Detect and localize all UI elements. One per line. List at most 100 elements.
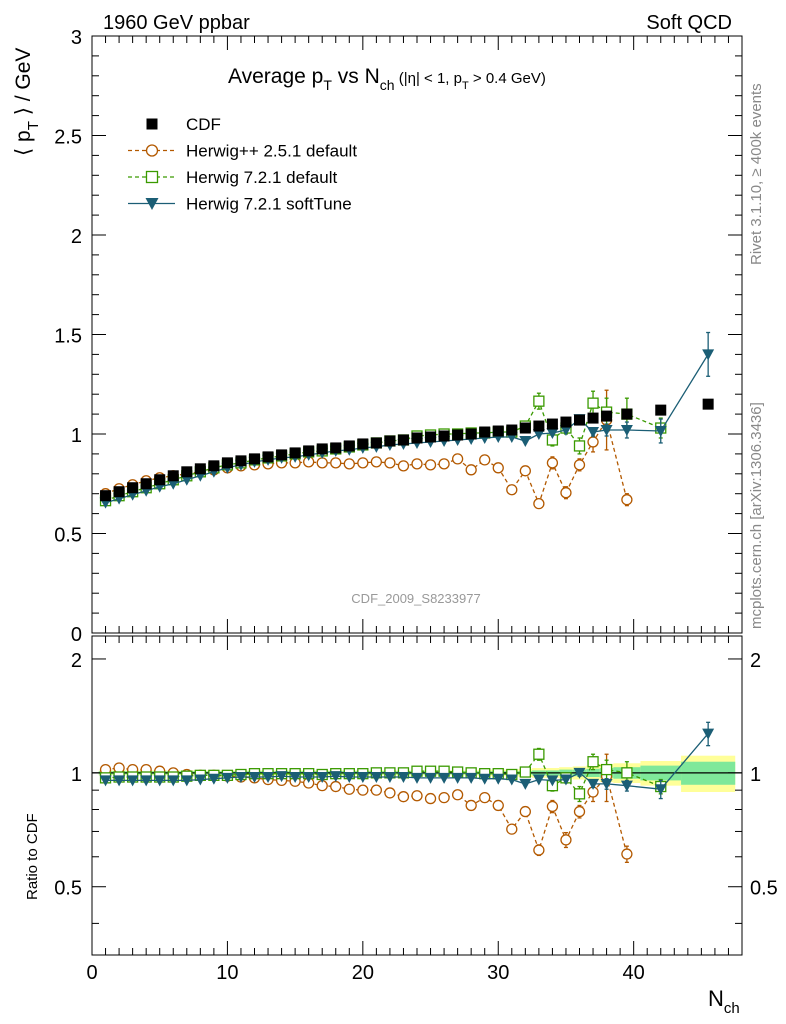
herwig7-softtune-point (559, 774, 572, 786)
cdf-data-point (574, 414, 585, 426)
herwigpp-point (330, 780, 342, 793)
herwig7-softtune-point (532, 774, 545, 786)
cdf-data-point (113, 486, 125, 498)
herwig7-softtune-point (316, 772, 329, 784)
herwigpp-point (330, 457, 342, 469)
herwig7-softtune-point (411, 772, 423, 784)
herwig7-softtune-point (546, 775, 559, 787)
herwig7-softtune-point (654, 784, 667, 796)
herwig7-softtune-point (302, 772, 315, 784)
main-y-tick-label: 2 (71, 226, 82, 248)
cdf-data-point (411, 432, 423, 444)
herwig7-softtune-point (620, 780, 633, 792)
cdf-data-point (560, 416, 572, 428)
cdf-data-point (194, 463, 206, 475)
herwig7-default-point (600, 763, 613, 776)
cdf-data-point (397, 434, 409, 446)
herwig7-default-point (533, 395, 545, 407)
herwig7-softtune-point (180, 474, 193, 486)
legend: CDF Herwig++ 2.5.1 default Herwig 7.2.1 de… (128, 115, 357, 214)
herwigpp-point (492, 462, 504, 474)
herwig7-softtune-point (140, 775, 153, 787)
cdf-data-point (154, 474, 166, 486)
cdf-data-point (452, 429, 464, 441)
cdf-data-point (249, 453, 260, 465)
herwig7-default-point (573, 788, 586, 800)
herwig7-softtune-point (702, 728, 715, 740)
cdf-data-point (702, 398, 714, 410)
herwig7-softtune-point (600, 425, 613, 437)
cdf-data-point (479, 426, 491, 438)
legend-label: Herwig++ 2.5.1 default (186, 142, 357, 161)
herwigpp-point (411, 458, 423, 470)
cdf-data-point (506, 424, 518, 436)
cdf-data-point (276, 449, 288, 461)
herwig7-softtune-point (519, 435, 532, 447)
ratio-plot-panel: 0.5 0.51 12 20 10 20 30 40 (54, 635, 778, 984)
herwig7-softtune-point (397, 772, 410, 784)
herwigpp-point (465, 799, 477, 812)
herwigpp-point (357, 784, 369, 796)
herwig7-default-point (621, 767, 633, 779)
main-y-tick-label: 3 (71, 27, 82, 49)
herwig7-softtune-point (654, 426, 667, 438)
herwigpp-point (506, 823, 518, 835)
herwigpp-point (145, 144, 159, 157)
cdf-data-point (330, 442, 342, 454)
cdf-data-point (316, 443, 328, 455)
herwig7-softtune-point (343, 772, 356, 784)
herwig7-softtune-point (559, 425, 572, 437)
herwig7-softtune-point (167, 478, 180, 490)
cdf-data-point (425, 431, 437, 443)
ratio-y-tick-label: 0.5 (54, 878, 82, 900)
plot-title: Average pT vs Nch (|η| < 1, pT > 0.4 GeV… (228, 65, 546, 93)
herwig7-softtune-point (519, 778, 532, 790)
legend-label: CDF (186, 115, 221, 134)
main-series-2-line (105, 399, 662, 502)
cdf-data-point (655, 404, 667, 416)
herwig7-softtune-point (620, 425, 633, 437)
herwigpp-point (479, 791, 491, 804)
herwigpp-point (546, 457, 559, 469)
herwigpp-point (506, 484, 518, 496)
main-y-tick-label: 0 (71, 624, 82, 646)
herwig7-default-point (573, 440, 586, 452)
cdf-data-point (262, 451, 274, 463)
herwigpp-point (479, 454, 491, 466)
rivet-version-label: Rivet 3.1.10, ≥ 400k events (748, 83, 765, 265)
herwig7-softtune-point (126, 775, 139, 787)
herwig7-softtune-point (383, 772, 396, 784)
cdf-data-point (384, 435, 396, 447)
cdf-data-point (438, 430, 450, 442)
herwigpp-point (492, 799, 504, 812)
herwig7-softtune-point (221, 772, 234, 784)
herwig7-softtune-point (167, 775, 180, 787)
herwig7-softtune-point (438, 772, 451, 784)
herwig7-softtune-point (145, 198, 159, 210)
herwigpp-point (438, 458, 450, 470)
herwig7-default-point (587, 756, 599, 768)
ratio-plot-data (99, 721, 715, 863)
herwig7-softtune-point (587, 427, 600, 439)
herwig7-softtune-point (505, 774, 518, 786)
herwig7-default-point (533, 748, 545, 760)
main-series-3-line (105, 354, 709, 504)
herwig7-softtune-point (262, 772, 275, 784)
herwig7-softtune-point (180, 775, 193, 787)
herwigpp-point (397, 791, 410, 803)
herwigpp-point (573, 459, 586, 471)
ratio-y-tick-label: 1 (71, 764, 82, 786)
cdf-data-point (146, 118, 158, 130)
ratio-y-axis-label: Ratio to CDF (24, 813, 41, 900)
herwig7-default-point (145, 170, 159, 184)
ratio-y-tick-label: 2 (71, 650, 82, 672)
herwig7-softtune-point (465, 772, 478, 784)
herwig7-softtune-point (207, 773, 220, 785)
cdf-data-point (621, 408, 633, 420)
x-tick-label: 20 (352, 962, 374, 984)
herwig7-default-point (519, 766, 531, 778)
herwigpp-point (316, 457, 328, 469)
ratio-y-tick-label-right: 0.5 (750, 878, 778, 900)
energy-label: 1960 GeV ppbar (103, 12, 250, 34)
